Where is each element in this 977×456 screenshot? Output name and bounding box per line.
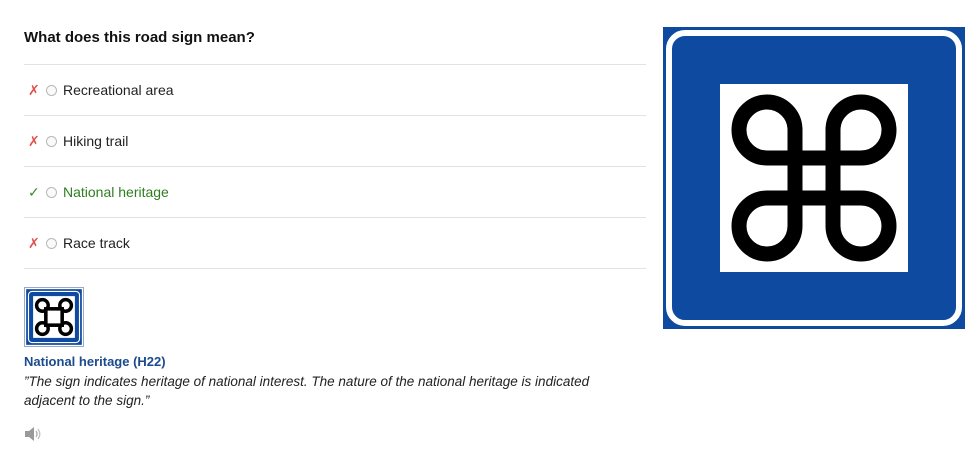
- road-sign-image: [663, 27, 965, 329]
- question-text: What does this road sign mean?: [24, 29, 255, 46]
- radio-button[interactable]: [46, 84, 57, 96]
- answer-description: ”The sign indicates heritage of national…: [24, 374, 590, 408]
- wrong-mark-icon: ✗: [28, 81, 40, 98]
- option-label: Hiking trail: [63, 133, 129, 149]
- option-label: Recreational area: [63, 82, 174, 98]
- radio-button[interactable]: [46, 135, 57, 147]
- speaker-icon[interactable]: [24, 426, 42, 442]
- wrong-mark-icon: ✗: [28, 132, 40, 149]
- option-hiking-trail[interactable]: ✗ Hiking trail: [24, 115, 646, 166]
- option-label: Race track: [63, 235, 130, 251]
- national-heritage-sign-icon: [663, 27, 965, 329]
- answer-options: ✗ Recreational area ✗ Hiking trail ✓ Nat…: [24, 64, 646, 269]
- option-label: National heritage: [63, 184, 169, 200]
- sign-thumbnail[interactable]: [24, 287, 84, 347]
- check-mark-icon: ✓: [28, 183, 40, 200]
- wrong-mark-icon: ✗: [28, 234, 40, 251]
- answer-title: National heritage (H22): [24, 354, 166, 369]
- national-heritage-sign-icon: [26, 289, 82, 345]
- option-race-track[interactable]: ✗ Race track: [24, 217, 646, 269]
- radio-button[interactable]: [46, 186, 57, 198]
- option-recreational-area[interactable]: ✗ Recreational area: [24, 64, 646, 115]
- option-national-heritage[interactable]: ✓ National heritage: [24, 166, 646, 217]
- radio-button[interactable]: [46, 237, 57, 249]
